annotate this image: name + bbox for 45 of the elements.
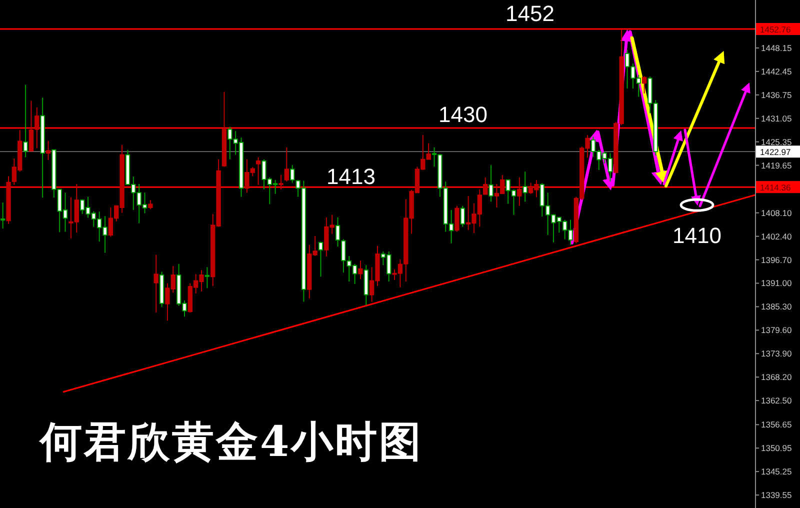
y-tick-label: 1391.00 [761,278,792,288]
y-tick-label: 1442.45 [761,66,792,76]
y-tick-label: 1385.30 [761,302,792,312]
y-tick-label: 1362.50 [761,396,792,406]
y-tick-label: 1368.20 [761,372,792,382]
y-tick-label: 1431.05 [761,113,792,124]
y-tick-label: 1408.10 [761,208,792,218]
candlestick [642,76,647,94]
candlestick [517,176,522,206]
candlestick [488,164,494,202]
text: 何君欣黄金4小时图 [38,417,424,466]
candlestick [358,260,363,280]
ref-line-label: 1452.76 [760,24,791,34]
y-tick-label: 1339.55 [761,490,792,500]
ref-line-label: 1422.97 [760,147,791,158]
candlestick [256,156,261,186]
y-tick-label: 1419.65 [761,160,792,170]
y-tick-label: 1345.25 [761,466,792,477]
candlestick [284,146,290,182]
y-tick-label: 1350.95 [761,443,792,454]
y-tick-label: 1402.40 [761,231,792,242]
candlestick [148,200,153,210]
y-tick-label: 1425.35 [761,136,792,147]
candlestick [204,266,210,289]
candlestick [335,216,340,248]
candlestick [454,205,460,232]
annotation: 1410 [672,223,722,248]
y-tick-label: 1379.60 [761,325,792,336]
y-tick-label: 1356.65 [761,420,792,430]
candlestick [278,174,284,190]
annotation: 1413 [326,164,376,190]
candlestick [318,241,324,278]
annotation: 1452 [506,0,554,26]
ref-line-label: 1414.36 [760,182,791,193]
y-tick-label: 1436.75 [761,90,792,100]
candlestick [522,171,528,202]
candlestick [154,254,158,313]
candlestick [46,140,51,161]
candlestick [0,202,6,229]
candlestick [23,84,28,158]
y-tick-label: 1448.15 [761,42,792,53]
y-tick-label: 1396.70 [761,254,792,265]
annotation: 1430 [438,102,488,128]
y-tick-label: 1373.90 [761,348,792,359]
candlestick [460,205,465,228]
